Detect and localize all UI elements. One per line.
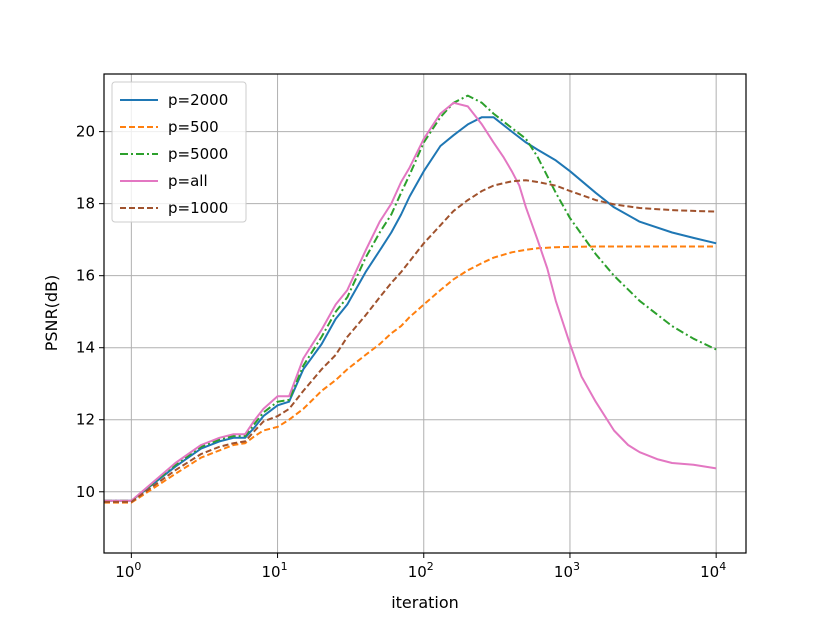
grid — [104, 74, 746, 553]
x-tick-base: 10 — [408, 563, 427, 581]
y-tick-label: 20 — [76, 123, 95, 141]
legend: p=2000 p=500 p=5000 p=all p=1000 — [111, 81, 247, 223]
x-tick-base: 10 — [700, 563, 719, 581]
y-tick-label: 16 — [76, 267, 95, 285]
x-tick-label: 100 — [115, 560, 141, 581]
legend-label-0: p=2000 — [168, 91, 228, 109]
series-line-3 — [104, 101, 717, 502]
series-line-2 — [104, 94, 717, 502]
plot-frame — [103, 73, 747, 554]
y-tick-label: 18 — [76, 195, 95, 213]
x-tick-label: 104 — [700, 560, 726, 581]
legend-label-1: p=500 — [168, 118, 219, 136]
legend-box — [111, 81, 247, 223]
x-tick-exponent: 2 — [427, 560, 434, 573]
series-line-0 — [104, 116, 717, 502]
x-tick-base: 10 — [554, 563, 573, 581]
y-tick-label: 12 — [76, 411, 95, 429]
x-tick-base: 10 — [262, 563, 281, 581]
x-tick-exponent: 1 — [281, 560, 288, 573]
x-axis-label: iteration — [391, 593, 459, 612]
series-layer — [104, 94, 717, 504]
series-line-1 — [104, 245, 717, 504]
y-tick-label: 10 — [76, 483, 95, 501]
x-tick-exponent: 4 — [719, 560, 726, 573]
x-tick-exponent: 0 — [134, 560, 141, 573]
series-line-4 — [104, 179, 717, 503]
legend-label-2: p=5000 — [168, 145, 228, 163]
x-tick-label: 101 — [262, 560, 288, 581]
x-tick-base: 10 — [115, 563, 134, 581]
x-tick-exponent: 3 — [573, 560, 580, 573]
x-tick-label: 102 — [408, 560, 434, 581]
y-tick-label: 14 — [76, 339, 95, 357]
y-axis-label: PSNR(dB) — [42, 275, 61, 352]
legend-label-4: p=1000 — [168, 199, 228, 217]
legend-label-3: p=all — [168, 172, 208, 190]
x-tick-label: 103 — [554, 560, 580, 581]
